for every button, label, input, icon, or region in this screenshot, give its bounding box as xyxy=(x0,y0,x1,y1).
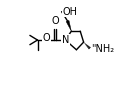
Text: O: O xyxy=(43,33,50,43)
Text: OH: OH xyxy=(62,7,77,17)
Text: N: N xyxy=(62,35,69,45)
Text: O: O xyxy=(52,16,60,26)
Polygon shape xyxy=(66,20,71,31)
Text: "NH₂: "NH₂ xyxy=(91,44,114,54)
